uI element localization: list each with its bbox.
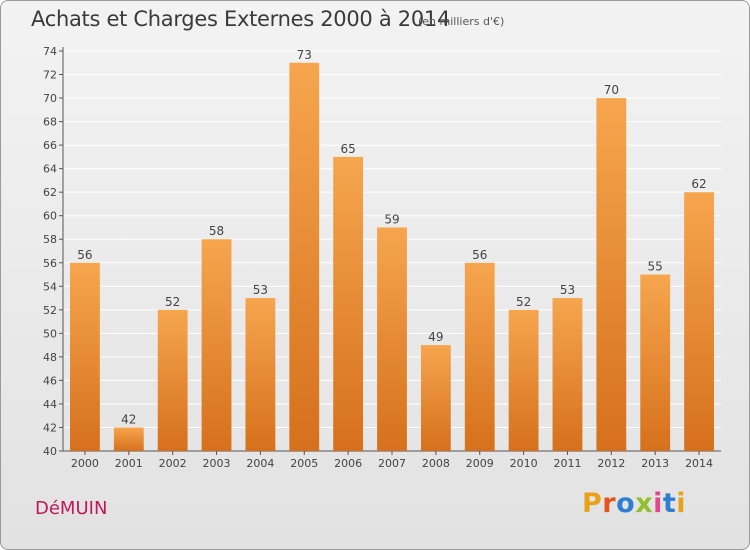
x-tick-label: 2009 [466, 457, 494, 470]
y-tick-label: 42 [43, 421, 57, 434]
x-tick-label: 2003 [203, 457, 231, 470]
y-tick-label: 50 [43, 327, 57, 340]
x-tick-label: 2005 [290, 457, 318, 470]
data-label-2007: 59 [384, 212, 399, 226]
y-tick-label: 66 [43, 139, 57, 152]
data-label-2011: 53 [560, 283, 575, 297]
y-tick-label: 44 [43, 398, 57, 411]
brand-letter: t [662, 488, 677, 519]
y-tick-label: 56 [43, 257, 57, 270]
y-tick-label: 58 [43, 233, 57, 246]
bar-2009 [464, 262, 495, 451]
commune-name: DéMUIN [35, 498, 108, 519]
data-label-2010: 52 [516, 295, 531, 309]
bar-2007 [377, 227, 407, 451]
brand-letter: P [582, 488, 603, 519]
y-tick-label: 64 [43, 163, 57, 176]
brand-letter: r [602, 488, 617, 519]
y-tick-label: 70 [43, 92, 57, 105]
chart-subtitle: (en milliers d'€) [418, 15, 505, 28]
bar-2011 [552, 298, 583, 451]
y-tick-label: 54 [43, 280, 57, 293]
data-label-2012: 70 [604, 83, 619, 97]
y-tick-label: 60 [43, 210, 57, 223]
x-tick-label: 2002 [159, 457, 187, 470]
bar-2004 [245, 298, 276, 451]
y-tick-label: 72 [43, 69, 57, 82]
bar-2010 [508, 309, 539, 451]
bar-2000 [70, 262, 100, 451]
data-label-2006: 65 [340, 142, 355, 156]
brand-letter: o [616, 488, 636, 519]
data-label-2004: 53 [253, 283, 268, 297]
bar-2005 [289, 62, 320, 451]
bars [70, 62, 714, 452]
x-tick-label: 2011 [553, 457, 581, 470]
x-tick-label: 2007 [378, 457, 406, 470]
x-tick-label: 2008 [422, 457, 450, 470]
bar-2002 [157, 309, 188, 451]
data-label-2013: 55 [648, 260, 663, 274]
brand-letter: i [676, 488, 687, 519]
brand-letter: x [635, 488, 654, 519]
x-tick-label: 2012 [597, 457, 625, 470]
bar-2006 [333, 156, 364, 451]
y-tick-label: 40 [43, 445, 57, 458]
x-tick-label: 2010 [510, 457, 538, 470]
y-tick-label: 68 [43, 116, 57, 129]
y-tick-labels: 40 42 44 46 48 50 52 54 56 58 60 62 64 66 68 70 72 74 [43, 45, 57, 458]
x-tick-label: 2006 [334, 457, 362, 470]
proxiti-logo[interactable]: Proxiti [582, 488, 686, 519]
y-tick-label: 74 [43, 45, 57, 58]
y-tick-label: 52 [43, 304, 57, 317]
data-label-2008: 49 [428, 330, 443, 344]
bar-2003 [201, 239, 232, 451]
data-label-2009: 56 [472, 248, 487, 262]
data-label-2014: 62 [691, 177, 706, 191]
bar-2013 [640, 274, 671, 451]
data-label-2002: 52 [165, 295, 180, 309]
bar-2014 [684, 192, 714, 452]
brand-letter: i [653, 488, 663, 519]
bar-2001 [113, 427, 144, 451]
data-labels: 56 42 52 58 53 73 65 59 49 56 52 53 70 55 62 [77, 48, 706, 427]
data-label-2000: 56 [77, 248, 92, 262]
bar-2012 [596, 98, 627, 451]
y-tick-label: 62 [43, 186, 57, 199]
data-label-2005: 73 [297, 48, 312, 62]
bar-2008 [420, 345, 451, 451]
y-tick-label: 48 [43, 351, 57, 364]
x-tick-label: 2013 [641, 457, 669, 470]
data-label-2003: 58 [209, 224, 224, 238]
x-tick-label: 2000 [71, 457, 99, 470]
chart-title: Achats et Charges Externes 2000 à 2014 [31, 7, 451, 31]
x-tick-label: 2004 [246, 457, 274, 470]
y-tick-label: 46 [43, 374, 57, 387]
x-tick-label: 2014 [685, 457, 713, 470]
data-label-2001: 42 [121, 412, 136, 426]
x-tick-label: 2001 [115, 457, 143, 470]
x-tick-labels: 2000 2001 2002 2003 2004 2005 2006 2007 2008 2009… [71, 451, 713, 470]
